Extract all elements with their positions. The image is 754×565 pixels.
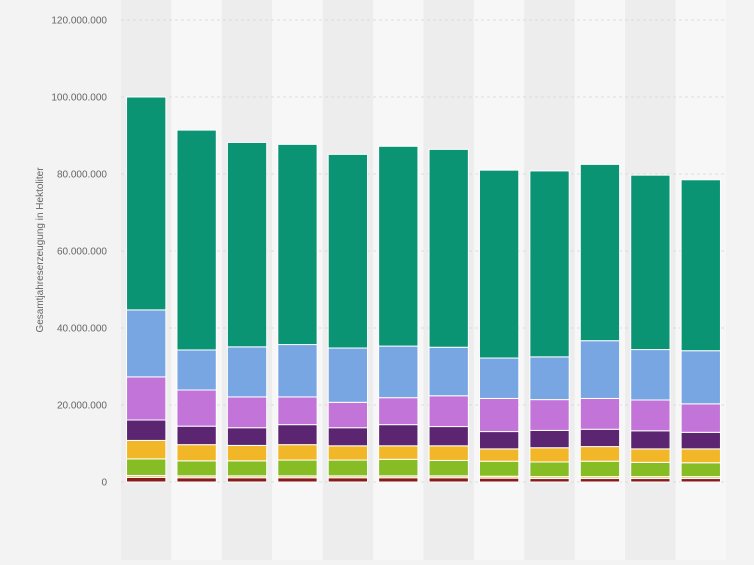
bar-segment — [226, 346, 268, 398]
bar-segment — [529, 356, 570, 401]
bar-segment — [327, 445, 369, 461]
bar-segment — [378, 445, 419, 460]
bar-segment — [478, 477, 520, 483]
y-tick-label: 20.000.000 — [57, 401, 107, 412]
bar-segment — [630, 349, 671, 401]
bar-segment — [176, 460, 217, 477]
bar-segment — [478, 460, 520, 477]
bar-segment — [630, 399, 671, 432]
y-tick-labels: 0 20.000.000 40.000.000 60.000.000 80.000.00… — [51, 16, 107, 489]
bar-segment — [277, 396, 318, 426]
bar-segment — [126, 309, 167, 378]
bar-segment — [378, 424, 419, 447]
bar-segment — [277, 344, 318, 398]
bar-segment — [428, 426, 469, 447]
bar-segment — [478, 397, 520, 433]
bar-segment — [579, 340, 621, 399]
bar-segment — [176, 444, 217, 462]
bar-segment — [327, 427, 369, 447]
bar-segment — [126, 419, 167, 441]
bar-segment — [579, 446, 621, 462]
gridlines — [121, 19, 726, 483]
bar-segment — [277, 477, 318, 483]
bar-segment — [126, 376, 167, 421]
bar-segment — [327, 459, 369, 477]
bar-segment — [226, 477, 268, 483]
bar-segment — [277, 444, 318, 461]
bar-segment — [428, 445, 469, 461]
y-tick-label: 100.000.000 — [51, 93, 107, 104]
bar-segment — [176, 425, 217, 446]
bar-segment — [579, 460, 621, 478]
bar-segment — [378, 458, 419, 477]
bar-segment — [478, 357, 520, 399]
bar-segment — [529, 429, 570, 449]
bar-segment — [277, 143, 318, 346]
bars-group — [126, 96, 721, 483]
bar-segment — [327, 401, 369, 429]
bar-segment — [630, 430, 671, 450]
y-axis-label: Gesamtjahreserzeugung in Hektoliter — [35, 167, 46, 333]
bar-segment — [579, 397, 621, 430]
bar-segment — [226, 427, 268, 446]
bar-segment — [680, 179, 721, 352]
bar-segment — [126, 458, 167, 476]
bar-segment — [428, 395, 469, 428]
bar-segment — [529, 478, 570, 483]
bar-segment — [176, 389, 217, 427]
y-tick-label: 120.000.000 — [51, 16, 107, 27]
bar-segment — [680, 431, 721, 450]
bar-segment — [378, 145, 419, 347]
bar-segment — [428, 346, 469, 397]
bar-segment — [327, 347, 369, 403]
bar-segment — [378, 477, 419, 483]
bar-segment — [176, 477, 217, 483]
bar-segment — [277, 424, 318, 446]
bar-segment — [428, 148, 469, 348]
bar-segment — [630, 478, 671, 483]
bar-segment — [579, 428, 621, 448]
bar-segment — [630, 461, 671, 478]
bar-segment — [529, 461, 570, 478]
bar-segment — [126, 476, 167, 483]
bar-segment — [680, 403, 721, 433]
bar-segment — [579, 478, 621, 483]
bar-segment — [277, 459, 318, 477]
bar-segment — [176, 129, 217, 351]
bar-segment — [226, 460, 268, 477]
y-tick-label: 80.000.000 — [57, 170, 107, 181]
bar-segment — [680, 478, 721, 483]
bar-segment — [226, 396, 268, 429]
bar-segment — [478, 431, 520, 450]
bar-segment — [680, 462, 721, 478]
bar-segment — [176, 349, 217, 391]
y-tick-label: 0 — [101, 478, 107, 489]
bar-segment — [478, 448, 520, 462]
bar-segment — [529, 399, 570, 431]
bar-segment — [126, 439, 167, 460]
bar-segment — [529, 447, 570, 463]
bar-segment — [579, 163, 621, 342]
bar-segment — [680, 448, 721, 464]
bar-segment — [327, 153, 369, 349]
bar-segment — [428, 477, 469, 483]
bar-segment — [226, 141, 268, 348]
bar-segment — [478, 169, 520, 359]
bar-segment — [378, 397, 419, 426]
bar-segment — [630, 448, 671, 463]
bar-segment — [680, 350, 721, 405]
bar-segment — [428, 459, 469, 477]
y-tick-label: 40.000.000 — [57, 324, 107, 335]
bar-segment — [378, 345, 419, 399]
bar-segment — [327, 477, 369, 483]
y-tick-label: 60.000.000 — [57, 247, 107, 258]
bar-segment — [126, 96, 167, 311]
bar-segment — [630, 174, 671, 351]
bar-segment — [529, 170, 570, 358]
bar-segment — [226, 444, 268, 462]
